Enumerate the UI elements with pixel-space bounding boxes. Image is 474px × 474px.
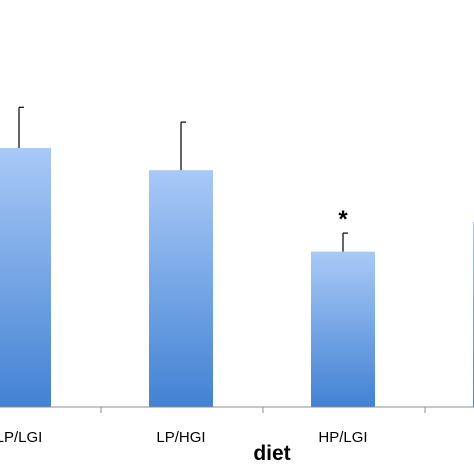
x-tick-label-1: LP/HGI: [156, 429, 205, 446]
annotations-layer: *: [338, 206, 348, 233]
bar-0: [0, 148, 51, 407]
x-axis-ticks: [100, 407, 426, 413]
error-bars-layer: [18, 106, 348, 252]
x-tick-label-0: LP/LGI: [0, 429, 42, 446]
significance-marker-2: *: [338, 206, 348, 233]
x-tick-labels: LP/LGI LP/HGI HP/LGI: [0, 429, 368, 446]
bar-1: [149, 170, 213, 407]
bars-layer: [0, 148, 474, 407]
x-axis-title: diet: [253, 442, 290, 465]
bar-2: [311, 251, 375, 407]
x-tick-label-2: HP/LGI: [318, 429, 367, 446]
